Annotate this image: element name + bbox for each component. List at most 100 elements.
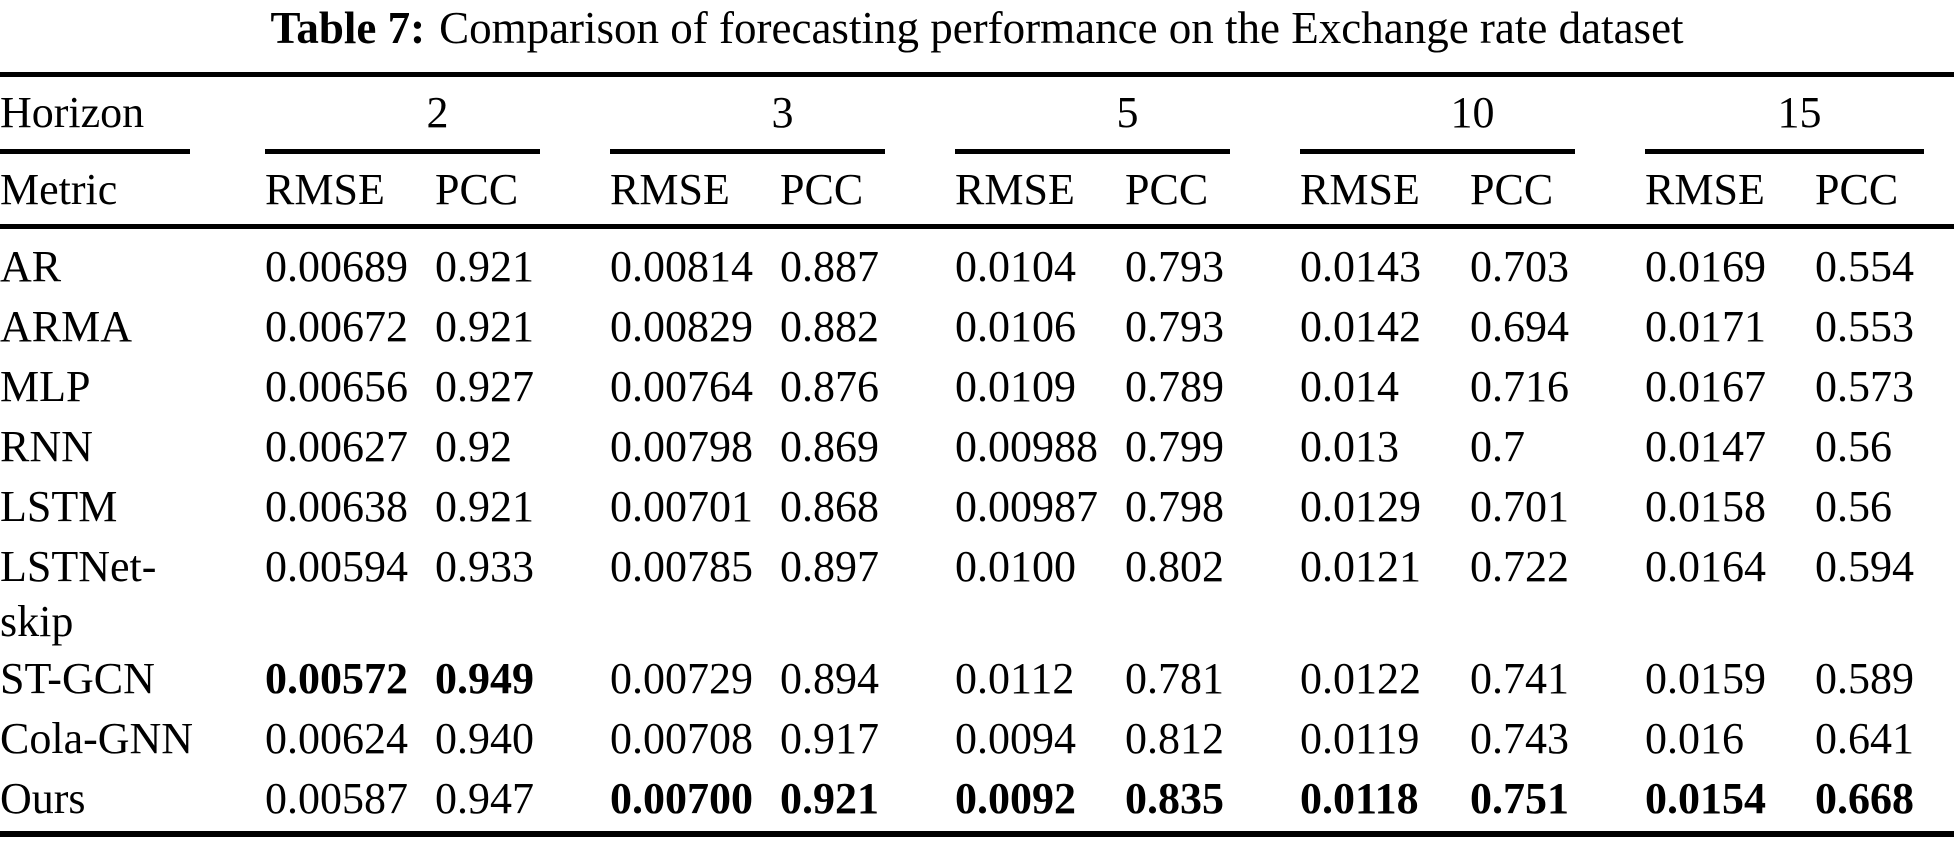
value-cell: 0.887 (780, 242, 879, 291)
value-cell: 0.947 (435, 774, 534, 823)
value-cell: 0.869 (780, 422, 879, 471)
horizon-group-5: 5 (955, 75, 1300, 154)
value-cell: 0.00638 (265, 482, 408, 531)
model-name: ARMA (0, 302, 133, 351)
value-cell: 0.00572 (265, 654, 408, 703)
value-cell: 0.56 (1815, 482, 1892, 531)
value-cell: 0.0158 (1645, 482, 1766, 531)
horizon-group-3: 3 (610, 75, 955, 154)
horizon-value: 5 (1116, 88, 1139, 137)
horizon-header-row: Horizon 2 3 5 10 (0, 75, 1954, 154)
value-cell: 0.0159 (1645, 654, 1766, 703)
table-caption: Table 7: Comparison of forecasting perfor… (0, 0, 1954, 54)
value-cell: 0.741 (1470, 654, 1569, 703)
value-cell: 0.0164 (1645, 542, 1766, 591)
value-cell: 0.00701 (610, 482, 753, 531)
value-cell: 0.00689 (265, 242, 408, 291)
value-cell: 0.868 (780, 482, 879, 531)
value-cell: 0.793 (1125, 242, 1224, 291)
horizon-group-10: 10 (1300, 75, 1645, 154)
value-cell: 0.00988 (955, 422, 1098, 471)
col-header-rmse: RMSE (265, 154, 435, 229)
metric-label: Metric (0, 154, 265, 229)
value-cell: 0.0147 (1645, 422, 1766, 471)
value-cell: 0.897 (780, 542, 879, 591)
model-name-cell: RNN (0, 417, 265, 477)
value-cell: 0.00764 (610, 362, 753, 411)
value-cell: 0.0142 (1300, 302, 1421, 351)
value-cell: 0.016 (1645, 714, 1744, 763)
value-cell: 0.921 (435, 242, 534, 291)
col-header-rmse: RMSE (955, 154, 1125, 229)
col-header-pcc: PCC (435, 154, 610, 229)
model-name: ST-GCN (0, 654, 155, 703)
table-row: AR 0.00689 0.921 0.00814 0.887 0.0104 0.793 0.0… (0, 227, 1954, 298)
value-cell: 0.921 (435, 302, 534, 351)
table-row: MLP 0.00656 0.927 0.00764 0.876 0.0109 0.789 0.… (0, 357, 1954, 417)
value-cell: 0.00729 (610, 654, 753, 703)
table-row: LSTM 0.00638 0.921 0.00701 0.868 0.00987 0.798… (0, 477, 1954, 537)
group-underline-rule (265, 149, 540, 154)
group-underline-rule (1300, 149, 1575, 154)
value-cell: 0.0154 (1645, 774, 1766, 823)
table-row: ST-GCN 0.00572 0.949 0.00729 0.894 0.0112 0.78… (0, 649, 1954, 709)
model-name: Ours (0, 774, 86, 823)
value-cell: 0.781 (1125, 654, 1224, 703)
model-name-cell: AR (0, 227, 265, 298)
value-cell: 0.921 (435, 482, 534, 531)
group-underline-rule (955, 149, 1230, 154)
value-cell: 0.949 (435, 654, 534, 703)
value-cell: 0.812 (1125, 714, 1224, 763)
value-cell: 0.876 (780, 362, 879, 411)
horizon-value: 15 (1777, 88, 1822, 137)
model-name: LSTM (0, 482, 118, 531)
value-cell: 0.0094 (955, 714, 1076, 763)
value-cell: 0.0119 (1300, 714, 1420, 763)
model-name: MLP (0, 362, 91, 411)
col-header-pcc: PCC (1470, 154, 1645, 229)
value-cell: 0.0129 (1300, 482, 1421, 531)
value-cell: 0.694 (1470, 302, 1569, 351)
col-header-pcc: PCC (1815, 154, 1954, 229)
col-header-rmse: RMSE (1645, 154, 1815, 229)
value-cell: 0.553 (1815, 302, 1914, 351)
table-row: Cola-GNN 0.00624 0.940 0.00708 0.917 0.0094 0.… (0, 709, 1954, 769)
horizon-underline-rule (0, 149, 190, 154)
value-cell: 0.013 (1300, 422, 1399, 471)
value-cell: 0.0171 (1645, 302, 1766, 351)
value-cell: 0.0104 (955, 242, 1076, 291)
table-caption-label: Table 7: (270, 3, 426, 53)
value-cell: 0.0112 (955, 654, 1075, 703)
value-cell: 0.0118 (1300, 774, 1419, 823)
model-name-cell: LSTNet-skip (0, 537, 265, 649)
value-cell: 0.0122 (1300, 654, 1421, 703)
table-body: AR 0.00689 0.921 0.00814 0.887 0.0104 0.793 0.0… (0, 227, 1954, 835)
col-header-rmse: RMSE (610, 154, 780, 229)
value-cell: 0.722 (1470, 542, 1569, 591)
value-cell: 0.00587 (265, 774, 408, 823)
value-cell: 0.0121 (1300, 542, 1421, 591)
value-cell: 0.703 (1470, 242, 1569, 291)
value-cell: 0.940 (435, 714, 534, 763)
value-cell: 0.789 (1125, 362, 1224, 411)
results-table: Horizon 2 3 5 10 (0, 72, 1954, 837)
model-name: Cola-GNN (0, 714, 194, 763)
table-row: RNN 0.00627 0.92 0.00798 0.869 0.00988 0.799 0.… (0, 417, 1954, 477)
model-name: LSTNet-skip (0, 542, 157, 646)
value-cell: 0.00672 (265, 302, 408, 351)
value-cell: 0.701 (1470, 482, 1569, 531)
value-cell: 0.594 (1815, 542, 1914, 591)
model-name-cell: ST-GCN (0, 649, 265, 709)
model-name-cell: Ours (0, 769, 265, 834)
horizon-value: 3 (771, 88, 794, 137)
value-cell: 0.641 (1815, 714, 1914, 763)
value-cell: 0.56 (1815, 422, 1892, 471)
value-cell: 0.00814 (610, 242, 753, 291)
value-cell: 0.589 (1815, 654, 1914, 703)
value-cell: 0.0109 (955, 362, 1076, 411)
value-cell: 0.802 (1125, 542, 1224, 591)
value-cell: 0.00594 (265, 542, 408, 591)
value-cell: 0.793 (1125, 302, 1224, 351)
value-cell: 0.00798 (610, 422, 753, 471)
